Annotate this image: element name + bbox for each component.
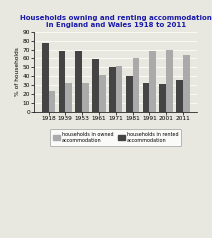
Bar: [183, 55, 190, 112]
Bar: [82, 84, 89, 112]
Bar: [126, 76, 132, 112]
Y-axis label: % of households: % of households: [15, 47, 20, 96]
Bar: [49, 91, 55, 112]
Bar: [166, 50, 173, 112]
Bar: [42, 43, 49, 112]
Bar: [149, 51, 156, 112]
Bar: [75, 51, 82, 112]
Bar: [109, 67, 116, 112]
Bar: [143, 84, 149, 112]
Legend: households in owned
accommodation, households in rented
accommodation: households in owned accommodation, house…: [50, 129, 181, 146]
Bar: [59, 51, 65, 112]
Bar: [176, 80, 183, 112]
Bar: [99, 75, 106, 112]
Title: Households owning and renting accommodation
in England and Wales 1918 to 2011: Households owning and renting accommodat…: [20, 15, 212, 29]
Bar: [159, 84, 166, 112]
Bar: [92, 59, 99, 112]
Bar: [65, 84, 72, 112]
Bar: [132, 59, 139, 112]
Bar: [116, 66, 123, 112]
